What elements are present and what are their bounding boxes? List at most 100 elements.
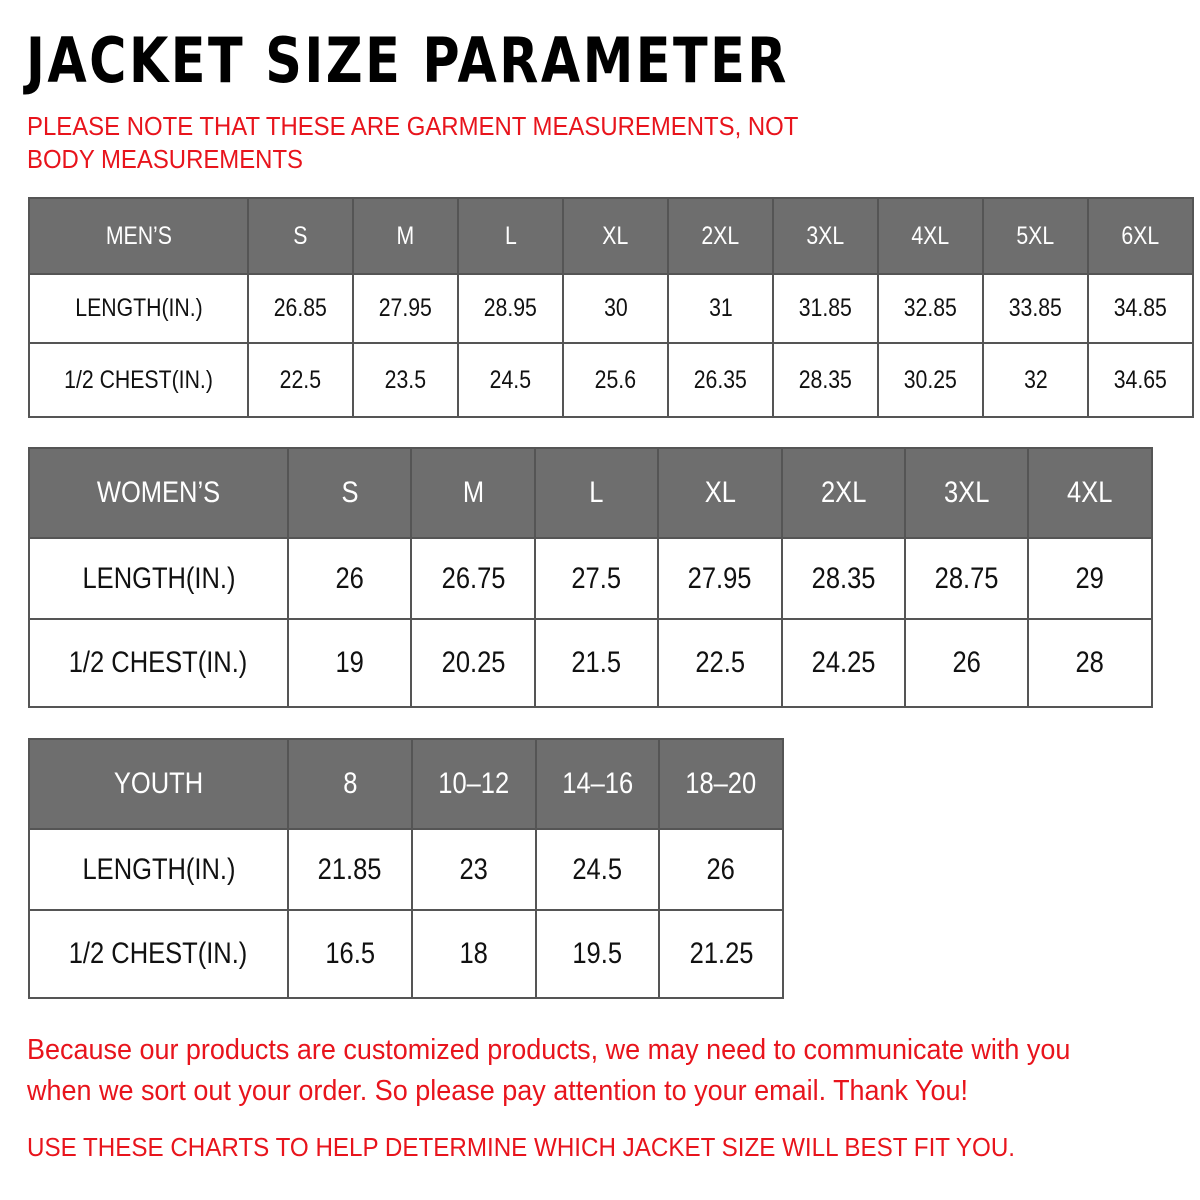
cell-text: 22.5 (695, 646, 745, 679)
cell-text: 21.85 (317, 852, 382, 886)
value-cell: 19 (286, 618, 413, 708)
value-cell: 20.25 (410, 618, 536, 708)
cell-text: 10–12 (438, 767, 510, 800)
value-cell: 28.35 (772, 342, 879, 418)
size-header-cell: 18–20 (658, 738, 784, 830)
value-cell: 30 (562, 273, 669, 344)
header-row: WOMEN’S S M L XL 2XL 3XL 4XL (28, 447, 1153, 539)
value-cell: 22.5 (247, 342, 354, 418)
cell-text: 26.85 (273, 294, 328, 322)
value-cell: 16.5 (287, 909, 413, 999)
value-cell: 28.95 (457, 273, 564, 344)
cell-text: L (589, 476, 604, 509)
value-cell: 31.85 (772, 273, 879, 344)
size-header-cell: 10–12 (410, 738, 537, 830)
value-cell: 29 (1027, 537, 1153, 620)
row-label-cell: 1/2 CHEST(IN.) (28, 342, 249, 418)
youth-size-table: YOUTH 8 10–12 14–16 18–20 LENGTH(IN.) 21.85 23 2… (28, 738, 784, 999)
value-cell: 25.6 (562, 342, 669, 418)
size-header-cell: 3XL (772, 197, 879, 275)
table-row: 1/2 CHEST(IN.) 19 20.25 21.5 22.5 24.25 26 28 (28, 618, 1153, 708)
cell-text: 26 (335, 561, 364, 595)
value-cell: 28.75 (903, 537, 1030, 620)
cell-text: 20.25 (441, 646, 505, 679)
cell-text: 32.85 (903, 294, 958, 322)
value-cell: 26 (658, 828, 784, 911)
cell-text: M (462, 476, 484, 509)
size-header-cell: M (410, 447, 536, 539)
cell-text: 25.6 (594, 365, 637, 394)
cell-text: 29 (1075, 561, 1105, 595)
value-cell: 30.25 (877, 342, 984, 418)
size-header-cell: 6XL (1087, 197, 1194, 275)
value-cell: 26 (286, 537, 413, 620)
table-row: LENGTH(IN.) 26 26.75 27.5 27.95 28.35 28.75 29 (28, 537, 1153, 620)
cell-text: 8 (342, 767, 357, 800)
cell-text: LENGTH(IN.) (74, 294, 203, 322)
cell-text: S (293, 221, 308, 250)
value-cell: 26 (903, 618, 1030, 708)
cell-text: 21.25 (689, 937, 754, 970)
cell-text: 24.5 (572, 852, 623, 886)
value-cell: 26.85 (247, 273, 354, 344)
cell-text: 28.35 (811, 561, 876, 595)
value-cell: 31 (667, 273, 774, 344)
cell-text: 28.35 (798, 365, 853, 394)
size-header-cell: S (247, 197, 354, 275)
page-title: JACKET SIZE PARAMETER (26, 24, 789, 97)
cell-text: 31 (708, 294, 733, 322)
value-cell: 22.5 (657, 618, 783, 708)
size-header-cell: S (286, 447, 413, 539)
table-row: 1/2 CHEST(IN.) 16.5 18 19.5 21.25 (28, 909, 784, 999)
cell-text: 2XL (701, 221, 740, 250)
value-cell: 26.35 (667, 342, 774, 418)
size-header-cell: XL (657, 447, 783, 539)
value-cell: 27.95 (352, 273, 459, 344)
size-header-cell: L (457, 197, 564, 275)
value-cell: 34.85 (1087, 273, 1194, 344)
cell-text: 27.95 (687, 561, 752, 595)
value-cell: 18 (410, 909, 537, 999)
size-header-cell: M (352, 197, 459, 275)
value-cell: 26.75 (410, 537, 536, 620)
value-cell: 21.5 (533, 618, 660, 708)
cell-text: 34.65 (1113, 365, 1168, 394)
cell-text: 3XL (806, 221, 845, 250)
cell-text: 30 (603, 294, 628, 322)
cell-text: 3XL (943, 476, 990, 509)
value-cell: 32 (982, 342, 1089, 418)
size-header-cell: 3XL (903, 447, 1030, 539)
value-cell: 34.65 (1087, 342, 1194, 418)
value-cell: 32.85 (877, 273, 984, 344)
cell-text: 18 (459, 937, 488, 970)
cell-text: 32 (1023, 365, 1048, 394)
cell-text: 19.5 (572, 937, 623, 970)
size-header-cell: L (533, 447, 660, 539)
cell-text: 28.95 (483, 294, 538, 322)
value-cell: 28 (1027, 618, 1153, 708)
value-cell: 27.5 (533, 537, 660, 620)
cell-text: 23.5 (384, 365, 427, 394)
value-cell: 21.25 (658, 909, 784, 999)
size-header-cell: XL (562, 197, 669, 275)
size-header-cell: 4XL (877, 197, 984, 275)
value-cell: 28.35 (780, 537, 906, 620)
cell-text: 14–16 (561, 767, 633, 800)
cell-text: 23 (459, 852, 488, 886)
value-cell: 23.5 (352, 342, 459, 418)
size-header-cell: 14–16 (534, 738, 661, 830)
cell-text: 28 (1075, 646, 1105, 679)
cell-text: 1/2 CHEST(IN.) (69, 646, 248, 679)
cell-text: 4XL (911, 221, 950, 250)
cell-text: 1/2 CHEST(IN.) (69, 937, 248, 970)
fit-advice: USE THESE CHARTS TO HELP DETERMINE WHICH… (27, 1132, 1016, 1162)
row-label-cell: 1/2 CHEST(IN.) (28, 909, 289, 999)
value-cell: 27.95 (657, 537, 783, 620)
row-label-cell: 1/2 CHEST(IN.) (28, 618, 289, 708)
cell-text: 26.75 (441, 561, 505, 595)
table-title-cell: MEN’S (28, 197, 249, 275)
cell-text: 22.5 (279, 365, 322, 394)
row-label-cell: LENGTH(IN.) (28, 273, 249, 344)
cell-text: 1/2 CHEST(IN.) (64, 365, 213, 394)
cell-text: MEN’S (105, 221, 172, 250)
